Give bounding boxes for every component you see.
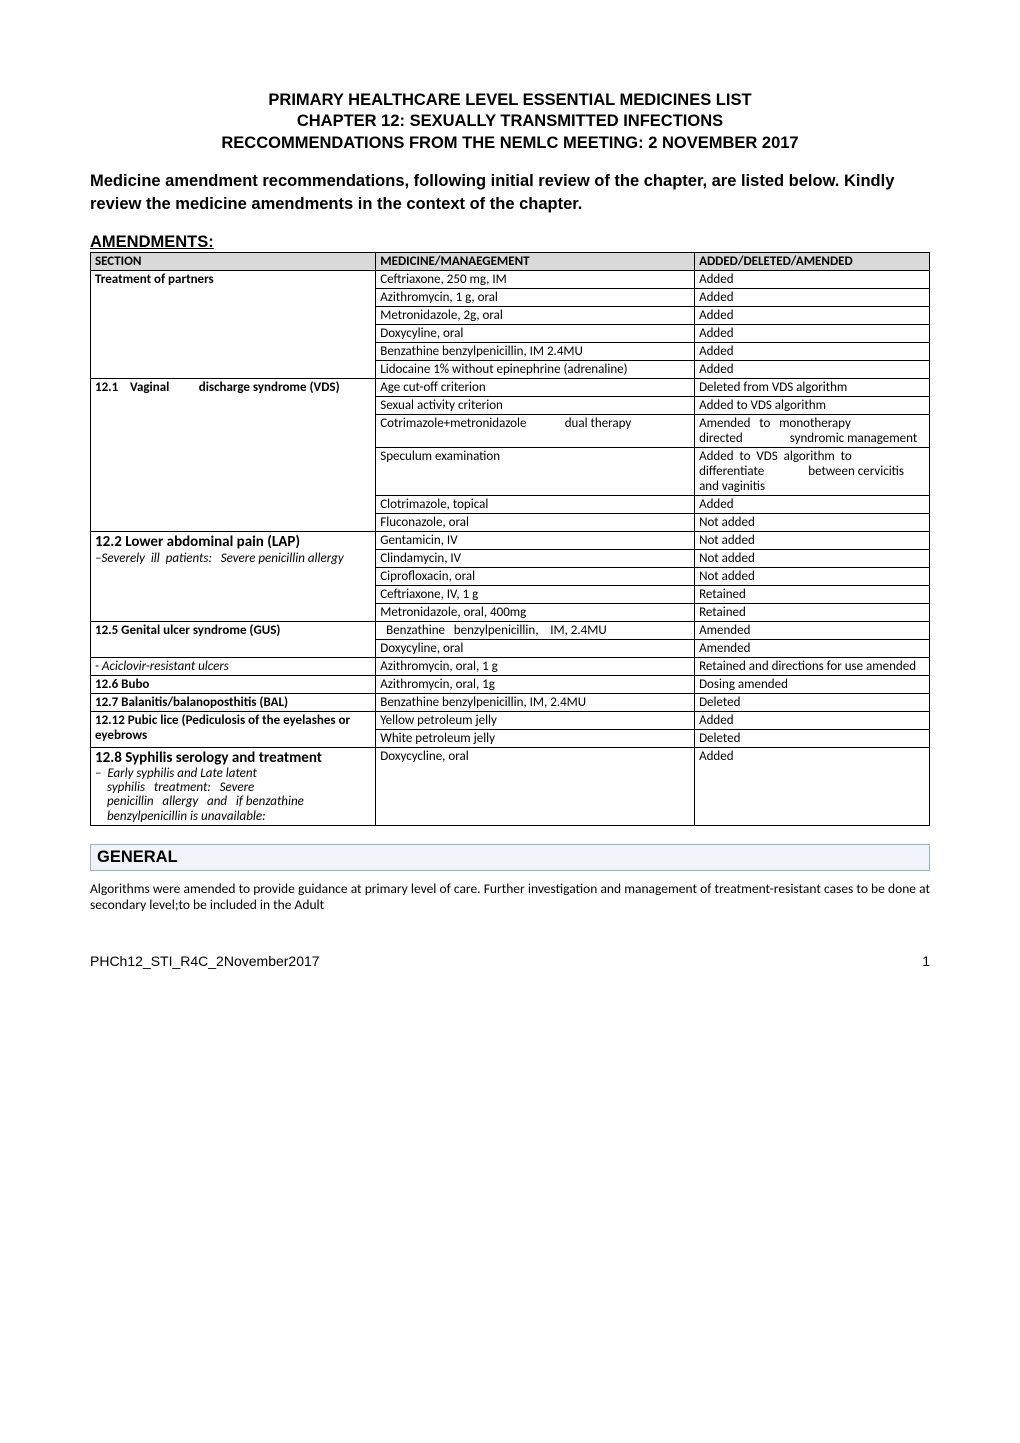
result-cell: Added xyxy=(695,288,930,306)
section-cell: 12.2 Lower abdominal pain (LAP)–Severely… xyxy=(91,531,376,621)
table-row: 12.6 Bubo Azithromycin, oral, 1g Dosing … xyxy=(91,675,930,693)
result-cell: Not added xyxy=(695,549,930,567)
result-cell: Amended to monotherapy directed syndromi… xyxy=(695,414,930,447)
footer-page-number: 1 xyxy=(922,953,930,969)
med-cell: Azithromycin, oral, 1 g xyxy=(376,657,695,675)
title-line-3: RECCOMMENDATIONS FROM THE NEMLC MEETING:… xyxy=(90,133,930,154)
subtitle-paragraph: Medicine amendment recommendations, foll… xyxy=(90,170,930,215)
result-cell: Deleted xyxy=(695,729,930,747)
result-cell: Added xyxy=(695,324,930,342)
result-cell: Added xyxy=(695,711,930,729)
result-cell: Deleted xyxy=(695,693,930,711)
med-cell: Speculum examination xyxy=(376,447,695,495)
amendments-table: SECTION MEDICINE/MANAEGEMENT ADDED/DELET… xyxy=(90,252,930,826)
result-cell: Added to VDS algorithm xyxy=(695,396,930,414)
table-row: 12.8 Syphilis serology and treatment– Ea… xyxy=(91,747,930,825)
med-cell: Benzathine benzylpenicillin, IM, 2.4MU xyxy=(376,693,695,711)
section-cell: - Aciclovir-resistant ulcers xyxy=(91,657,376,675)
general-body-paragraph: Algorithms were amended to provide guida… xyxy=(90,881,930,913)
med-cell: Ceftriaxone, IV, 1 g xyxy=(376,585,695,603)
result-cell: Amended xyxy=(695,639,930,657)
table-row: 12.7 Balanitis/balanoposthitis (BAL) Ben… xyxy=(91,693,930,711)
section-cell: Treatment of partners xyxy=(91,270,376,378)
med-cell: Doxycyline, oral xyxy=(376,324,695,342)
table-row: - Aciclovir-resistant ulcers Azithromyci… xyxy=(91,657,930,675)
result-cell: Added xyxy=(695,747,930,825)
table-header-row: SECTION MEDICINE/MANAEGEMENT ADDED/DELET… xyxy=(91,252,930,270)
med-cell: Lidocaine 1% without epinephrine (adrena… xyxy=(376,360,695,378)
table-row: Treatment of partners Ceftriaxone, 250 m… xyxy=(91,270,930,288)
med-cell: Yellow petroleum jelly xyxy=(376,711,695,729)
table-row: 12.12 Pubic lice (Pediculosis of the eye… xyxy=(91,711,930,729)
med-cell: Ciprofloxacin, oral xyxy=(376,567,695,585)
general-heading-box: GENERAL xyxy=(90,844,930,871)
med-cell: Age cut-off criterion xyxy=(376,378,695,396)
med-cell: Benzathine benzylpenicillin, IM, 2.4MU xyxy=(376,621,695,639)
result-cell: Not added xyxy=(695,513,930,531)
result-cell: Deleted from VDS algorithm xyxy=(695,378,930,396)
med-cell: Gentamicin, IV xyxy=(376,531,695,549)
col-header-section: SECTION xyxy=(91,252,376,270)
table-row: 12.1 Vaginal discharge syndrome (VDS) Ag… xyxy=(91,378,930,396)
section-cell: 12.1 Vaginal discharge syndrome (VDS) xyxy=(91,378,376,531)
result-cell: Added to VDS algorithm to differentiate … xyxy=(695,447,930,495)
med-cell: Azithromycin, 1 g, oral xyxy=(376,288,695,306)
col-header-medicine: MEDICINE/MANAEGEMENT xyxy=(376,252,695,270)
result-cell: Added xyxy=(695,306,930,324)
title-line-1: PRIMARY HEALTHCARE LEVEL ESSENTIAL MEDIC… xyxy=(90,90,930,111)
section-cell: 12.6 Bubo xyxy=(91,675,376,693)
med-cell: Doxycycline, oral xyxy=(376,747,695,825)
col-header-result: ADDED/DELETED/AMENDED xyxy=(695,252,930,270)
med-cell: Clindamycin, IV xyxy=(376,549,695,567)
section-cell: 12.7 Balanitis/balanoposthitis (BAL) xyxy=(91,693,376,711)
result-cell: Retained xyxy=(695,603,930,621)
result-cell: Amended xyxy=(695,621,930,639)
section-cell: 12.5 Genital ulcer syndrome (GUS) xyxy=(91,621,376,657)
med-cell: White petroleum jelly xyxy=(376,729,695,747)
med-cell: Sexual activity criterion xyxy=(376,396,695,414)
table-row: 12.2 Lower abdominal pain (LAP)–Severely… xyxy=(91,531,930,549)
result-cell: Dosing amended xyxy=(695,675,930,693)
result-cell: Added xyxy=(695,342,930,360)
result-cell: Retained and directions for use amended xyxy=(695,657,930,675)
table-row: 12.5 Genital ulcer syndrome (GUS) Benzat… xyxy=(91,621,930,639)
med-cell: Cotrimazole+metronidazole dual therapy xyxy=(376,414,695,447)
footer-left: PHCh12_STI_R4C_2November2017 xyxy=(90,953,320,969)
general-heading: GENERAL xyxy=(97,848,178,866)
med-cell: Metronidazole, 2g, oral xyxy=(376,306,695,324)
med-cell: Clotrimazole, topical xyxy=(376,495,695,513)
med-cell: Metronidazole, oral, 400mg xyxy=(376,603,695,621)
med-cell: Doxycyline, oral xyxy=(376,639,695,657)
result-cell: Not added xyxy=(695,531,930,549)
page-footer: PHCh12_STI_R4C_2November2017 1 xyxy=(90,953,930,969)
med-cell: Benzathine benzylpenicillin, IM 2.4MU xyxy=(376,342,695,360)
result-cell: Added xyxy=(695,495,930,513)
med-cell: Azithromycin, oral, 1g xyxy=(376,675,695,693)
result-cell: Added xyxy=(695,270,930,288)
section-cell: 12.12 Pubic lice (Pediculosis of the eye… xyxy=(91,711,376,747)
med-cell: Fluconazole, oral xyxy=(376,513,695,531)
amendments-heading: AMENDMENTS: xyxy=(90,233,930,252)
med-cell: Ceftriaxone, 250 mg, IM xyxy=(376,270,695,288)
result-cell: Not added xyxy=(695,567,930,585)
result-cell: Retained xyxy=(695,585,930,603)
result-cell: Added xyxy=(695,360,930,378)
title-line-2: CHAPTER 12: SEXUALLY TRANSMITTED INFECTI… xyxy=(90,111,930,132)
document-title-block: PRIMARY HEALTHCARE LEVEL ESSENTIAL MEDIC… xyxy=(90,90,930,154)
section-cell: 12.8 Syphilis serology and treatment– Ea… xyxy=(91,747,376,825)
